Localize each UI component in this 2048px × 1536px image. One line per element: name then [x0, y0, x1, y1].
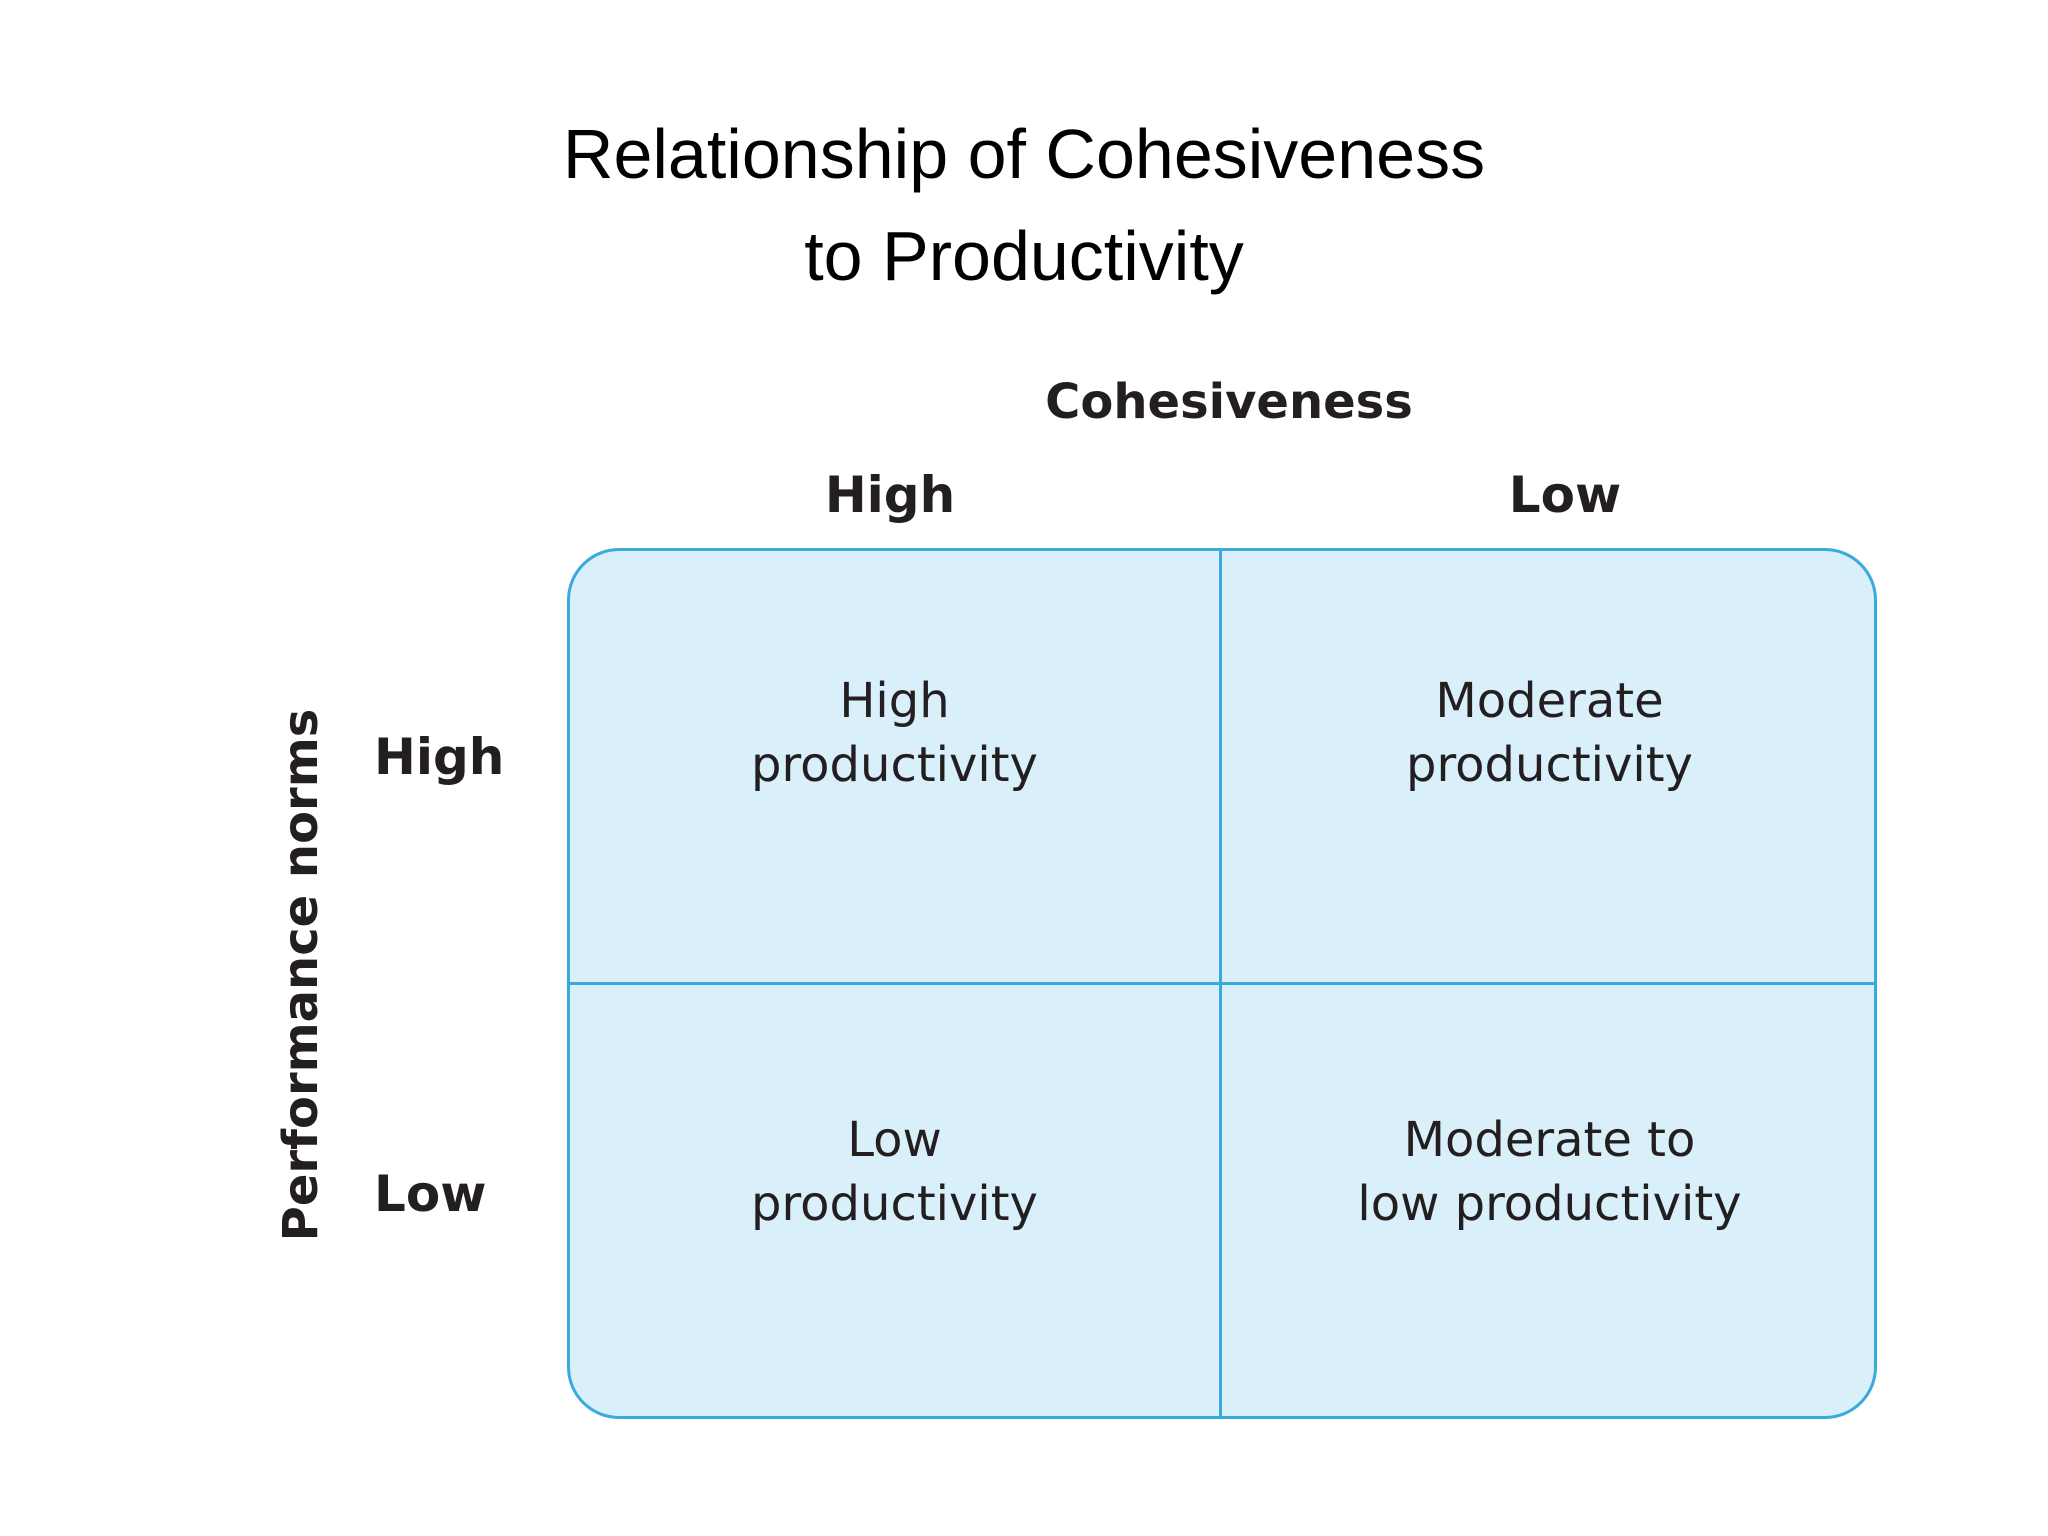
column-label-low: Low — [1508, 466, 1622, 524]
slide-title-line-1: Relationship of Cohesiveness — [562, 115, 1486, 193]
row-label-low: Low — [374, 1165, 487, 1223]
slide-title-line-2: to Productivity — [804, 217, 1244, 295]
cell-text: Low productivity — [751, 1108, 1038, 1236]
cell-text-line-2: low productivity — [1357, 1176, 1742, 1232]
cell-text: Moderate to low productivity — [1357, 1108, 1741, 1236]
cell-high-norms-low-cohesion: Moderate productivity — [1222, 551, 1874, 982]
cell-low-norms-low-cohesion: Moderate to low productivity — [1222, 985, 1874, 1416]
productivity-matrix: High productivity Moderate productivity … — [567, 548, 1877, 1419]
cell-text-line-2: productivity — [751, 736, 1038, 793]
cell-text-line-1: Low — [847, 1112, 942, 1168]
x-axis-title: Cohesiveness — [1045, 374, 1413, 430]
cell-text-line-1: High — [839, 672, 950, 729]
column-label-high: High — [824, 466, 956, 524]
cell-text-line-1: Moderate — [1435, 672, 1664, 729]
cell-text-line-2: productivity — [1406, 736, 1693, 793]
cell-text: Moderate productivity — [1406, 669, 1693, 797]
cell-text: High productivity — [751, 669, 1038, 797]
cell-high-norms-high-cohesion: High productivity — [570, 551, 1219, 982]
row-label-high: High — [374, 728, 505, 786]
y-axis-title: Performance norms — [273, 708, 329, 1242]
cell-text-line-2: productivity — [751, 1176, 1038, 1232]
cell-text-line-1: Moderate to — [1403, 1112, 1696, 1168]
cell-low-norms-high-cohesion: Low productivity — [570, 985, 1219, 1416]
slide-title: Relationship of Cohesiveness to Producti… — [0, 103, 2048, 307]
matrix-horizontal-divider — [570, 982, 1874, 985]
